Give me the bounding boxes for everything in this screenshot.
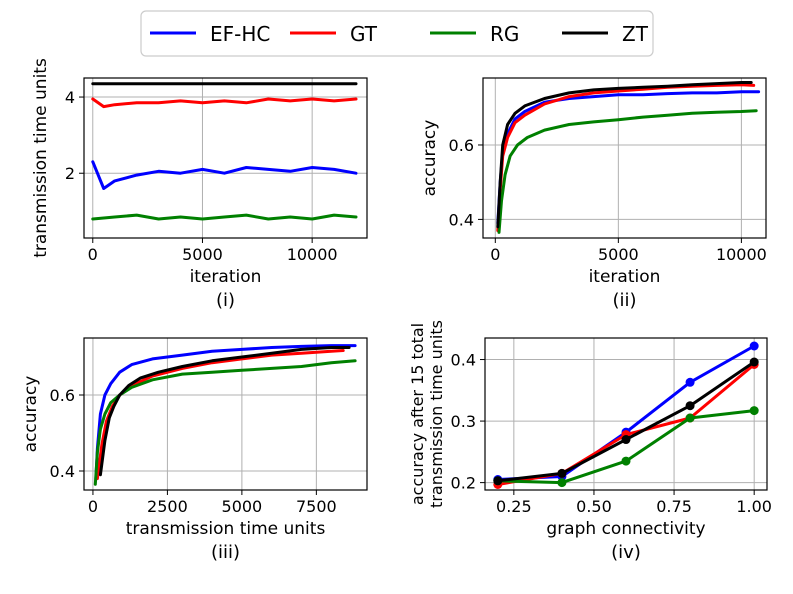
panel-caption: (ii) (612, 290, 636, 311)
series-rg-point-4 (749, 406, 759, 416)
y-axis-label: accuracy (420, 120, 440, 197)
x-tick-label-2: 10000 (287, 245, 338, 264)
x-axis-label: iteration (589, 267, 661, 287)
legend-label-gt: GT (350, 22, 378, 46)
series-ef-hc-line (91, 160, 358, 190)
x-tick-label-1: 5000 (182, 245, 223, 264)
series-rg-point-2 (621, 456, 631, 466)
axes-frame (83, 77, 368, 239)
y-axis-label-line-1: transmission time units (427, 320, 446, 508)
x-tick-label-0: 0 (88, 245, 98, 264)
panel-caption: (iii) (211, 542, 240, 563)
series-ef-hc-point-3 (685, 377, 695, 387)
y-tick-label-1: 0.6 (50, 386, 75, 405)
series-zt-point-4 (749, 357, 759, 367)
y-axis-label-line-0: accuracy after 15 total (408, 323, 427, 505)
y-axis-label: transmission time units (31, 58, 51, 258)
x-tick-label-2: 0.75 (656, 497, 692, 516)
series-rg-point-3 (685, 413, 695, 423)
legend-frame (140, 10, 654, 57)
y-tick-label-0: 0.4 (449, 210, 474, 229)
series-gt-line (496, 83, 756, 233)
legend-label-zt: ZT (622, 22, 649, 46)
x-tick-label-2: 10000 (716, 245, 767, 264)
axes-frame (484, 337, 768, 491)
series-zt-point-1 (557, 468, 567, 478)
legend-label-rg: RG (490, 22, 519, 46)
x-axis-label: graph connectivity (546, 519, 705, 539)
series-ef-hc-line (94, 344, 357, 481)
series-zt-line (496, 81, 753, 229)
legend-label-ef-hc: EF-HC (210, 22, 270, 46)
y-axis-label: accuracy (21, 376, 41, 453)
series-gt-line (95, 349, 345, 481)
y-tick-label-0: 0.4 (50, 462, 75, 481)
series-gt-line (496, 363, 756, 486)
chart-panel-ii: 0 5000 10000 0.4 0.6 iteration (ii) accuracy (420, 77, 767, 311)
series-gt-line (91, 97, 358, 109)
y-tick-label-1: 0.3 (451, 412, 476, 431)
series-zt-point-0 (493, 476, 503, 486)
x-axis-label: iteration (190, 267, 262, 287)
axes-frame (83, 337, 368, 491)
series-zt-point-3 (685, 401, 695, 411)
series-ef-hc-point-4 (749, 341, 759, 351)
legend: EF-HC GT RG ZT (140, 10, 654, 57)
x-tick-label-0: 0 (88, 497, 98, 516)
series-rg-line (91, 213, 358, 221)
x-tick-label-3: 7500 (296, 497, 337, 516)
x-tick-label-1: 5000 (598, 245, 639, 264)
panel-caption: (iv) (611, 542, 641, 563)
x-axis-label: transmission time units (126, 519, 326, 539)
chart-panel-i: 0 5000 10000 2 4 iteration (i) transmission tim… (31, 58, 368, 311)
series-zt-line (98, 346, 351, 477)
series-rg-line (497, 109, 758, 234)
series-rg-line (93, 359, 357, 486)
x-tick-label-2: 5000 (222, 497, 263, 516)
y-tick-label-1: 4 (65, 88, 75, 107)
x-tick-label-1: 0.50 (576, 497, 612, 516)
series-rg-point-1 (557, 478, 567, 488)
y-tick-label-1: 0.6 (449, 136, 474, 155)
y-tick-label-0: 2 (65, 164, 75, 183)
y-tick-label-2: 0.4 (451, 351, 476, 370)
x-tick-label-3: 1.00 (736, 497, 772, 516)
y-tick-label-0: 0.2 (451, 474, 476, 493)
x-tick-label-0: 0 (490, 245, 500, 264)
panel-caption: (i) (216, 290, 235, 311)
axes-frame (482, 77, 767, 239)
chart-panel-iii: 0 2500 5000 7500 0.4 0.6 transmission time uni… (21, 337, 368, 563)
x-tick-label-0: 0.25 (496, 497, 532, 516)
x-tick-label-1: 2500 (147, 497, 188, 516)
series-zt-point-2 (621, 435, 631, 445)
chart-panel-iv: 0.25 0.50 0.75 1.00 0.2 0.3 0.4 graph connectiv… (408, 320, 772, 563)
